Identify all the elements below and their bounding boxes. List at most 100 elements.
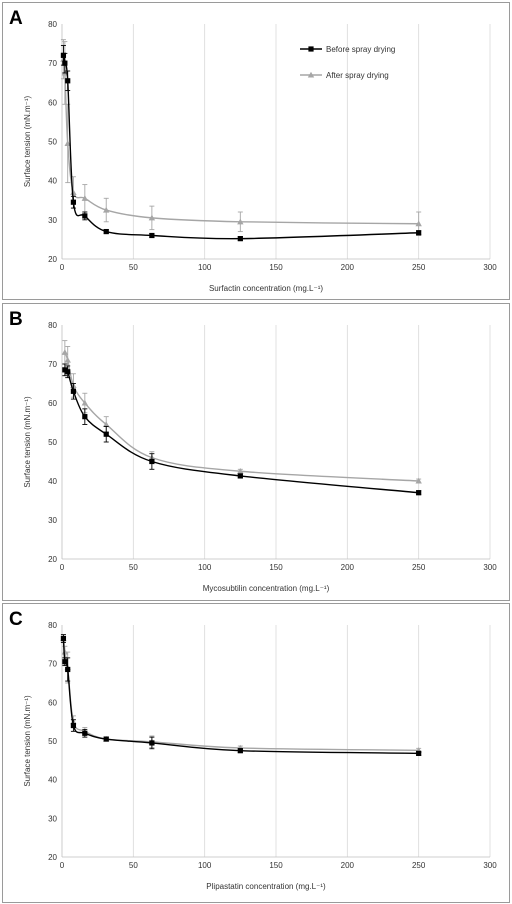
data-point xyxy=(103,736,109,742)
data-point xyxy=(65,78,71,84)
x-tick-label: 150 xyxy=(269,263,283,272)
y-tick-label: 50 xyxy=(48,138,57,147)
data-point xyxy=(237,218,244,225)
legend-swatch-marker xyxy=(307,71,315,78)
data-point xyxy=(237,236,243,242)
x-tick-label: 0 xyxy=(60,563,65,572)
data-point xyxy=(149,232,155,239)
y-tick-label: 40 xyxy=(48,177,57,186)
y-tick-label: 70 xyxy=(48,59,57,68)
x-axis-title: Mycosubtilin concentration (mg.L⁻¹) xyxy=(203,584,330,593)
panel-border xyxy=(2,2,510,300)
legend: Before spray drying After spray drying xyxy=(300,45,395,80)
y-axis-title: Surface tension (mN.m⁻¹) xyxy=(23,396,32,488)
x-tick-label: 100 xyxy=(198,563,212,572)
legend-label: Before spray drying xyxy=(326,45,395,54)
legend-swatch-marker xyxy=(308,46,314,52)
y-tick-label: 60 xyxy=(48,698,57,707)
data-point xyxy=(64,140,71,147)
x-tick-label: 300 xyxy=(483,563,497,572)
x-tick-label: 50 xyxy=(129,563,138,572)
data-point xyxy=(65,369,71,375)
x-tick-label: 200 xyxy=(341,563,355,572)
data-point xyxy=(103,228,109,235)
x-tick-label: 100 xyxy=(198,263,212,272)
x-tick-label: 200 xyxy=(341,263,355,272)
series-before-spray-drying xyxy=(60,45,422,242)
x-tick-label: 100 xyxy=(198,861,212,870)
x-tick-label: 250 xyxy=(412,563,426,572)
data-point xyxy=(64,356,71,363)
y-tick-label: 50 xyxy=(48,438,57,447)
data-point xyxy=(237,468,244,474)
data-point xyxy=(62,60,68,66)
x-axis-title: Surfactin concentration (mg.L⁻¹) xyxy=(209,284,323,293)
y-tick-label: 40 xyxy=(48,477,57,486)
data-point xyxy=(416,750,422,756)
y-tick-label: 60 xyxy=(48,98,57,107)
data-point xyxy=(61,349,69,355)
data-point xyxy=(81,399,89,406)
x-tick-label: 250 xyxy=(412,263,426,272)
panel-label: C xyxy=(9,609,23,630)
y-tick-label: 30 xyxy=(48,814,57,823)
x-tick-label: 0 xyxy=(60,861,65,870)
data-point xyxy=(60,635,67,642)
y-tick-label: 80 xyxy=(48,321,57,330)
legend-label: After spray drying xyxy=(326,71,389,80)
series-before-spray-drying xyxy=(60,634,422,756)
data-point xyxy=(82,213,88,219)
data-point xyxy=(103,421,110,428)
panel-label: B xyxy=(9,309,23,330)
y-tick-label: 30 xyxy=(48,216,57,225)
data-point xyxy=(61,648,69,655)
x-tick-label: 0 xyxy=(60,263,65,272)
panel-border xyxy=(2,603,510,903)
data-point xyxy=(82,730,88,736)
data-point xyxy=(62,659,68,665)
x-tick-label: 50 xyxy=(129,861,138,870)
data-point xyxy=(65,666,71,673)
panel-c: C 20 30 40 50 60 70 80 0 50 100 150 200 250 300 Plipast… xyxy=(2,603,510,903)
panel-b: B 20 30 40 50 60 70 80 0 50 100 150 200 250 300 Mycosub… xyxy=(2,303,510,601)
x-tick-label: 200 xyxy=(341,861,355,870)
y-tick-label: 50 xyxy=(48,737,57,746)
y-tick-label: 20 xyxy=(48,255,57,264)
y-tick-label: 80 xyxy=(48,20,57,29)
y-axis-title: Surface tension (mN.m⁻¹) xyxy=(23,95,32,187)
x-axis-title: Plipastatin concentration (mg.L⁻¹) xyxy=(206,882,326,891)
series-line xyxy=(62,59,419,225)
data-point xyxy=(70,388,77,394)
data-point xyxy=(237,473,243,479)
panel-label: A xyxy=(9,8,23,29)
data-point xyxy=(415,220,422,227)
data-point xyxy=(237,748,243,754)
y-tick-label: 20 xyxy=(48,555,57,564)
x-tick-label: 300 xyxy=(483,861,497,870)
data-point xyxy=(415,477,422,484)
data-point xyxy=(82,414,88,420)
data-point xyxy=(60,52,67,58)
data-point xyxy=(81,195,89,201)
y-tick-label: 60 xyxy=(48,399,57,408)
y-tick-label: 30 xyxy=(48,516,57,525)
data-point xyxy=(103,206,110,213)
data-point xyxy=(149,458,155,465)
data-point xyxy=(416,230,422,236)
data-point xyxy=(70,189,77,195)
y-axis-title: Surface tension (mN.m⁻¹) xyxy=(23,695,32,787)
data-point xyxy=(70,199,77,205)
panel-border xyxy=(2,303,510,601)
y-tick-label: 70 xyxy=(48,660,57,669)
series-line xyxy=(62,638,419,751)
data-point xyxy=(149,740,155,746)
data-point xyxy=(416,490,422,496)
x-tick-label: 250 xyxy=(412,861,426,870)
data-point xyxy=(62,367,68,373)
x-tick-label: 300 xyxy=(483,263,497,272)
series-before-spray-drying xyxy=(62,363,422,496)
y-tick-label: 20 xyxy=(48,853,57,862)
x-tick-label: 150 xyxy=(269,861,283,870)
panel-a: A 20 30 40 50 60 70 80 0 50 100 150 200 250 300 Surfact… xyxy=(2,2,510,300)
